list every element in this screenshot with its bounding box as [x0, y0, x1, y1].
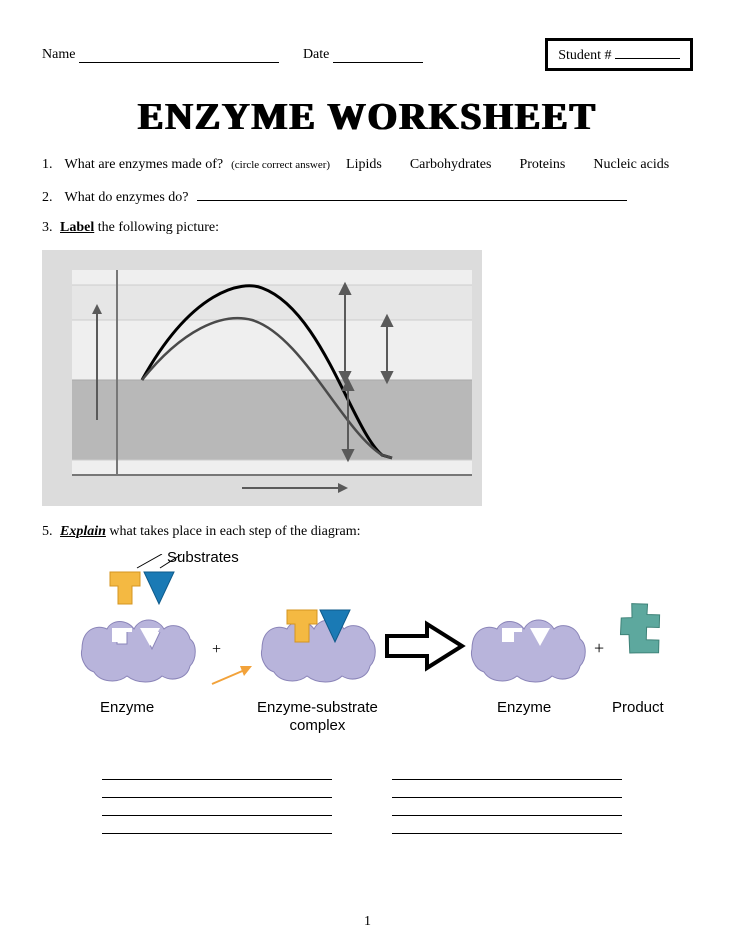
page-title: ENZYME WORKSHEET — [42, 95, 693, 139]
page-number: 1 — [364, 914, 371, 930]
q1-text: What are enzymes made of? — [65, 157, 224, 173]
label-enzyme2: Enzyme — [497, 699, 551, 716]
question-2: 2. What do enzymes do? — [42, 187, 693, 206]
q3-rest: the following picture: — [94, 220, 219, 235]
date-blank[interactable] — [333, 49, 423, 63]
option-nucleic-acids[interactable]: Nucleic acids — [593, 157, 669, 173]
q3-bold: Label — [60, 220, 94, 235]
q3-num: 3. — [42, 220, 53, 235]
q1-num: 1. — [42, 157, 53, 173]
name-blank[interactable] — [79, 49, 279, 63]
label-substrates: Substrates — [167, 549, 239, 566]
student-blank[interactable] — [615, 45, 680, 59]
header-row: Name Date Student # — [42, 38, 693, 71]
q5-rest: what takes place in each step of the dia… — [106, 524, 361, 539]
q5-bold: Explain — [60, 524, 106, 539]
question-1: 1. What are enzymes made of? (circle cor… — [42, 157, 693, 173]
svg-text:+: + — [594, 638, 604, 658]
date-label: Date — [303, 47, 423, 63]
answer-lines — [102, 764, 693, 836]
option-lipids[interactable]: Lipids — [346, 157, 382, 173]
label-product: Product — [612, 699, 664, 716]
product-shape — [611, 597, 673, 662]
name-label: Name — [42, 47, 279, 63]
lines-left[interactable] — [102, 764, 332, 836]
energy-chart — [42, 250, 482, 506]
question-3: 3. Label the following picture: — [42, 220, 693, 236]
option-carbohydrates[interactable]: Carbohydrates — [410, 157, 492, 173]
q2-blank[interactable] — [197, 187, 627, 201]
big-arrow — [387, 624, 462, 668]
q1-hint: (circle correct answer) — [231, 159, 330, 171]
student-label: Student # — [558, 48, 611, 64]
lines-right[interactable] — [392, 764, 622, 836]
question-5: 5. Explain what takes place in each step… — [42, 524, 693, 540]
enzyme-2 — [472, 620, 586, 682]
enzyme-diagram: + + — [62, 554, 682, 754]
q2-num: 2. — [42, 190, 53, 206]
q5-num: 5. — [42, 524, 53, 539]
student-box: Student # — [545, 38, 693, 71]
option-proteins[interactable]: Proteins — [519, 157, 565, 173]
arrow-1 — [212, 666, 252, 684]
label-enzyme1: Enzyme — [100, 699, 154, 716]
enzyme-substrate-complex — [262, 610, 376, 682]
svg-text:+: + — [212, 641, 221, 658]
enzyme-1 — [82, 620, 196, 682]
label-complex: Enzyme-substrate complex — [257, 699, 378, 735]
q2-text: What do enzymes do? — [65, 190, 189, 206]
q1-options: Lipids Carbohydrates Proteins Nucleic ac… — [346, 157, 669, 173]
